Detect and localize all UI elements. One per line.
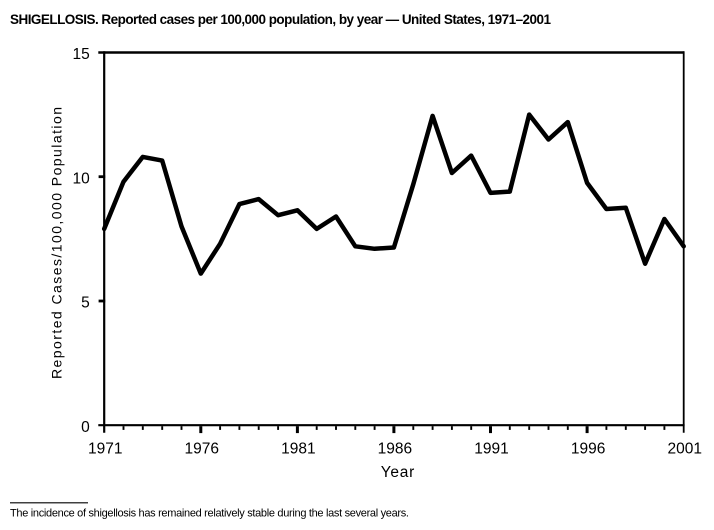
svg-text:2001: 2001	[667, 440, 701, 457]
svg-text:15: 15	[73, 46, 90, 63]
svg-text:1996: 1996	[571, 440, 605, 457]
svg-text:Reported Cases/100,000 Populat: Reported Cases/100,000 Population	[49, 107, 65, 379]
svg-text:1971: 1971	[88, 440, 122, 457]
svg-text:Year: Year	[381, 464, 415, 481]
svg-text:1991: 1991	[474, 440, 508, 457]
svg-text:1981: 1981	[281, 440, 315, 457]
svg-text:1986: 1986	[378, 440, 412, 457]
svg-text:5: 5	[81, 295, 90, 312]
svg-text:0: 0	[81, 419, 90, 436]
svg-text:The incidence of shigellosis h: The incidence of shigellosis has remaine…	[10, 507, 409, 519]
svg-text:1976: 1976	[185, 440, 219, 457]
svg-text:10: 10	[73, 170, 91, 187]
svg-text:SHIGELLOSIS. Reported cases pe: SHIGELLOSIS. Reported cases per 100,000 …	[10, 12, 551, 27]
